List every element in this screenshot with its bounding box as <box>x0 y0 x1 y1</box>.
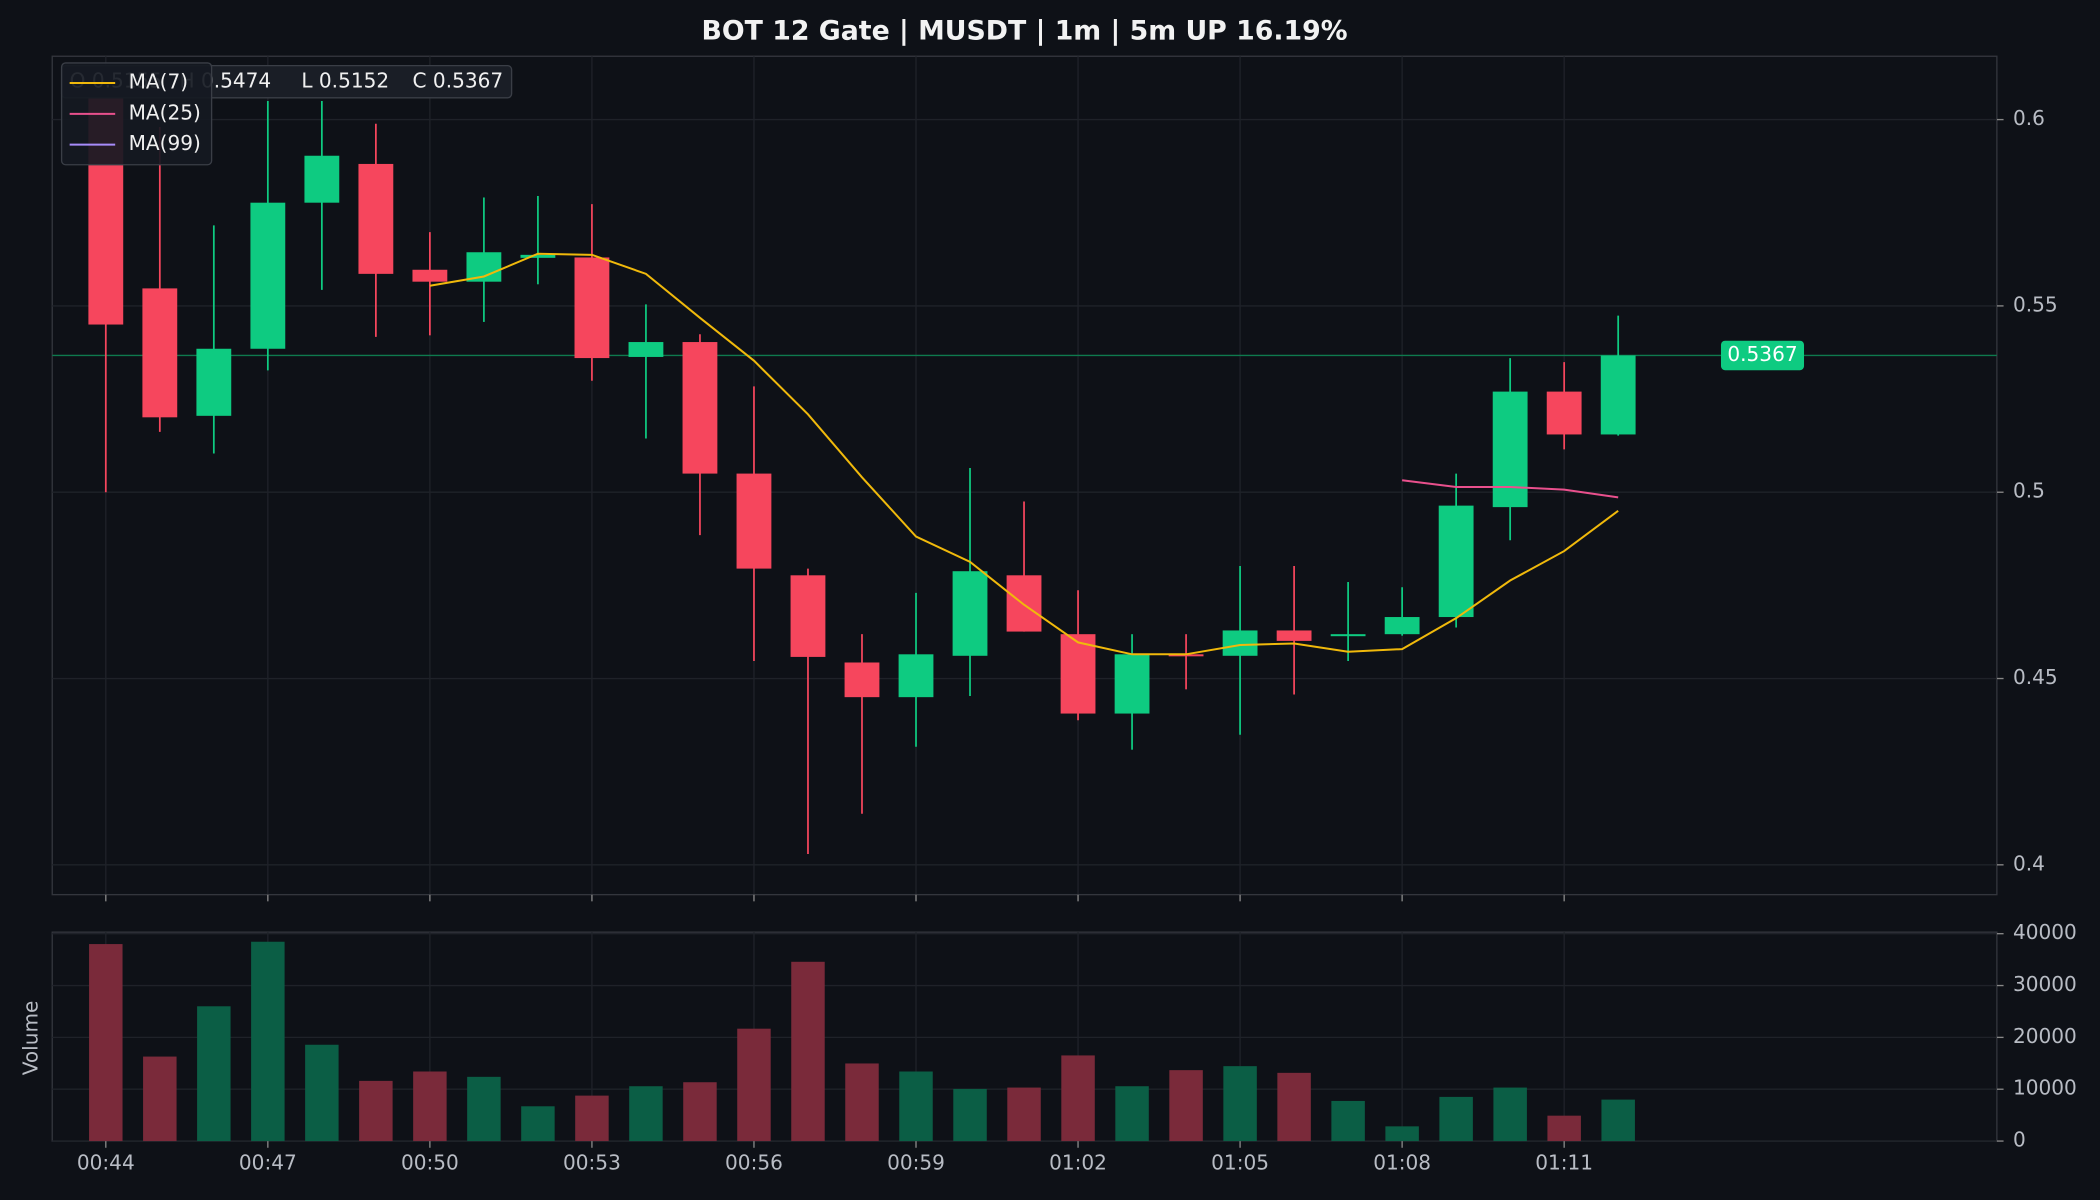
volume-bar <box>143 1056 177 1142</box>
volume-bar <box>1115 1086 1149 1142</box>
volume-axis-label: Volume <box>19 1001 43 1076</box>
candle-body <box>1276 630 1312 641</box>
candle-body <box>1060 634 1096 714</box>
x-tick-label: 01:05 <box>1211 1150 1269 1174</box>
y-tick-label: 0.45 <box>2013 665 2058 689</box>
legend-label: MA(7) <box>129 70 189 94</box>
candle-body <box>898 654 934 698</box>
candle-body <box>1600 355 1636 435</box>
x-tick-label: 01:08 <box>1373 1150 1431 1174</box>
volume-bar <box>251 941 285 1142</box>
volume-bar <box>1493 1087 1527 1142</box>
volume-bar <box>1277 1072 1311 1142</box>
candle-body <box>250 202 286 349</box>
ohlc-value: 0.5474 <box>201 68 271 92</box>
candle-body <box>790 575 826 657</box>
y-tick-label: 0.5 <box>2013 479 2045 503</box>
ohlc-text: C 0.5367 <box>413 68 504 92</box>
ohlc-key: C <box>413 68 427 92</box>
volume-bar <box>1385 1126 1419 1142</box>
volume-bar <box>1169 1070 1203 1142</box>
volume-bar <box>953 1088 987 1142</box>
volume-bar <box>359 1080 393 1142</box>
y-tick-label: 0.55 <box>2013 292 2058 316</box>
candle-body <box>358 163 394 274</box>
candle-body <box>952 571 988 656</box>
candle-body <box>1384 617 1420 635</box>
x-tick-label: 00:50 <box>401 1150 459 1174</box>
x-tick-label: 00:53 <box>563 1150 621 1174</box>
candle-body <box>304 155 340 203</box>
volume-bar <box>305 1044 339 1142</box>
ma-line <box>1402 479 1619 499</box>
x-tick-label: 01:02 <box>1049 1150 1107 1174</box>
volume-bar <box>791 961 825 1142</box>
candle-body <box>412 269 448 282</box>
y-tick-label: 0.6 <box>2013 106 2045 130</box>
candle-body <box>628 342 664 357</box>
candle-body <box>682 342 718 474</box>
x-tick-label: 01:11 <box>1535 1150 1593 1174</box>
x-tick-label: 00:59 <box>887 1150 945 1174</box>
volume-bar <box>1439 1096 1473 1142</box>
last-price-label: 0.5367 <box>1727 342 1797 366</box>
y-tick-label: 20000 <box>2013 1024 2077 1048</box>
volume-bar <box>1331 1100 1365 1142</box>
last-price-box <box>1720 340 1805 371</box>
volume-bar <box>737 1028 771 1142</box>
legend-box <box>60 62 213 166</box>
volume-bar <box>575 1095 609 1142</box>
ohlc-value: 0.5367 <box>433 68 503 92</box>
y-tick-label: 40000 <box>2013 920 2077 944</box>
candle-body <box>1222 630 1258 656</box>
price-panel <box>51 55 1998 896</box>
candle-body <box>574 257 610 359</box>
volume-bar <box>1601 1099 1635 1142</box>
volume-bar <box>1061 1055 1095 1142</box>
volume-bar <box>683 1082 717 1142</box>
ohlc-key: L <box>301 68 313 92</box>
y-tick-label: 0 <box>2013 1128 2026 1152</box>
x-tick-label: 00:47 <box>239 1150 297 1174</box>
volume-bar <box>1007 1087 1041 1142</box>
y-tick-label: 30000 <box>2013 972 2077 996</box>
volume-bar <box>89 944 123 1142</box>
candle-body <box>1114 654 1150 714</box>
ma-line <box>429 252 1619 656</box>
volume-bar <box>413 1071 447 1142</box>
candle-body <box>196 348 232 416</box>
volume-bar <box>1547 1115 1581 1142</box>
candle-body <box>520 254 556 258</box>
volume-bar <box>1223 1066 1257 1142</box>
candle-body <box>1492 391 1528 508</box>
x-tick-label: 00:44 <box>77 1150 135 1174</box>
chart-title: BOT 12 Gate | MUSDT | 1m | 5m UP 16.19% <box>701 16 1347 47</box>
candle-body <box>142 288 178 418</box>
volume-bar <box>629 1086 663 1142</box>
legend-label: MA(25) <box>129 100 201 124</box>
volume-bar <box>197 1006 231 1142</box>
candle-body <box>1006 575 1042 632</box>
candle-body <box>844 662 880 698</box>
candle-body <box>736 473 772 569</box>
candle-body <box>1546 391 1582 435</box>
ohlc-value: 0.5152 <box>319 68 389 92</box>
volume-bar <box>467 1076 501 1142</box>
candle-body <box>1438 505 1474 618</box>
y-tick-label: 0.4 <box>2013 851 2045 875</box>
legend-label: MA(99) <box>129 131 201 155</box>
y-tick-label: 10000 <box>2013 1076 2077 1100</box>
volume-bar <box>899 1071 933 1142</box>
candle-body <box>1330 634 1366 637</box>
x-tick-label: 00:56 <box>725 1150 783 1174</box>
ohlc-text: L 0.5152 <box>301 68 389 92</box>
volume-bar <box>521 1106 555 1142</box>
volume-bar <box>845 1063 879 1142</box>
